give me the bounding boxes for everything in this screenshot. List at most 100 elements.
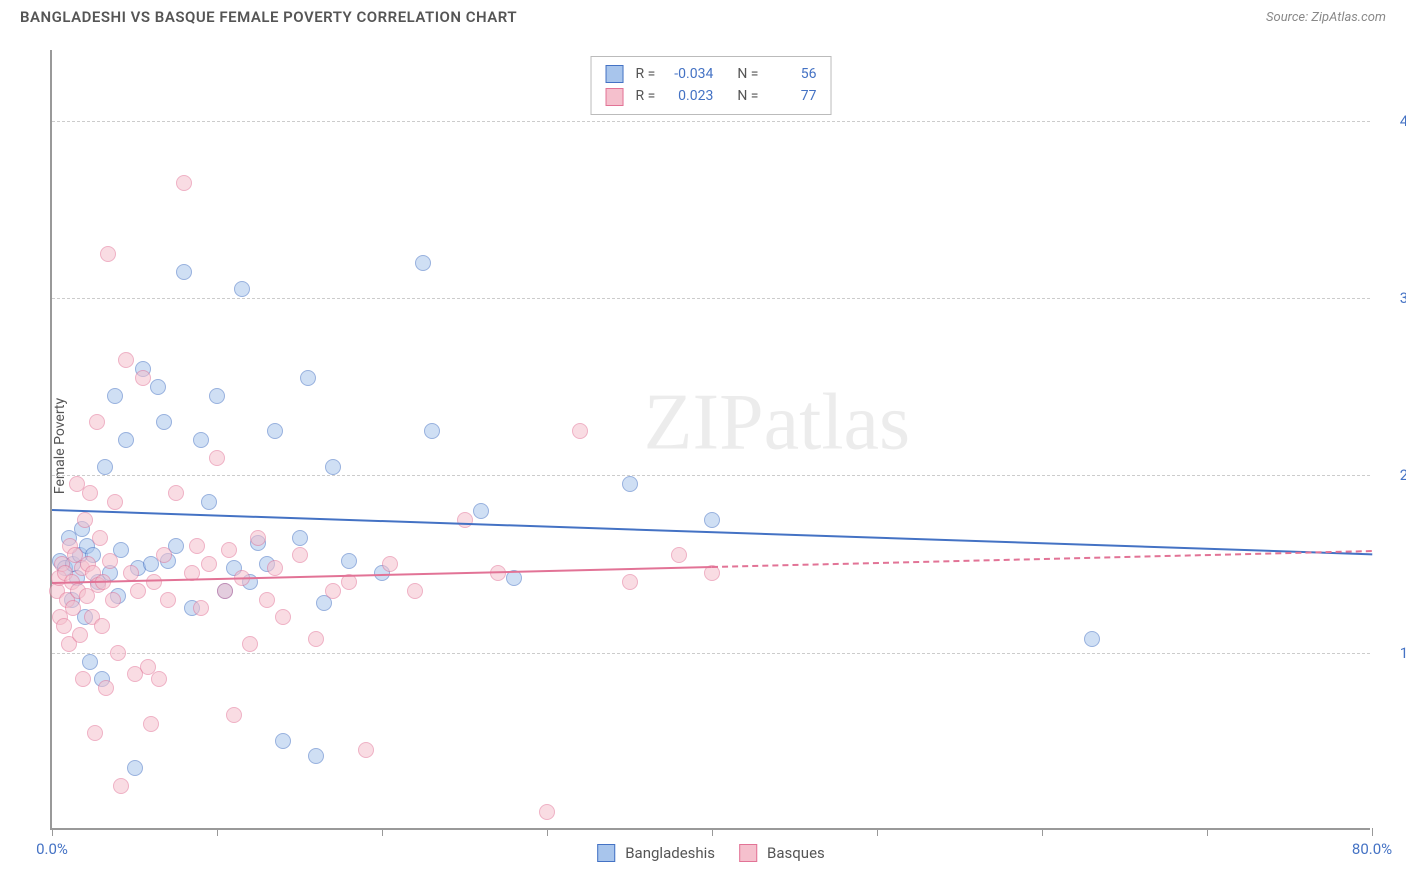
legend-item: Basques <box>739 844 825 862</box>
stat-value: 77 <box>766 85 816 107</box>
scatter-point <box>89 414 105 430</box>
gridline <box>52 653 1370 654</box>
stats-legend-box: R = -0.034 N = 56 R = 0.023 N = 77 <box>591 56 832 115</box>
x-tick <box>712 828 713 836</box>
scatter-point <box>415 255 431 271</box>
y-tick-label: 40.0% <box>1380 112 1406 130</box>
scatter-point <box>135 370 151 386</box>
scatter-point <box>308 748 324 764</box>
scatter-point <box>221 542 237 558</box>
scatter-point <box>98 680 114 696</box>
scatter-point <box>118 432 134 448</box>
scatter-point <box>87 725 103 741</box>
chart-title: BANGLADESHI VS BASQUE FEMALE POVERTY COR… <box>20 8 517 26</box>
trend-line <box>712 550 1372 568</box>
scatter-point <box>234 281 250 297</box>
legend-label: Basques <box>767 844 825 862</box>
scatter-point <box>150 379 166 395</box>
scatter-point <box>92 530 108 546</box>
x-tick <box>1042 828 1043 836</box>
scatter-point <box>382 556 398 572</box>
swatch-icon <box>739 844 757 862</box>
scatter-point <box>143 716 159 732</box>
x-tick-label: 80.0% <box>1352 840 1392 858</box>
stats-row: R = -0.034 N = 56 <box>606 63 817 85</box>
scatter-point <box>156 414 172 430</box>
scatter-point <box>539 804 555 820</box>
legend-item: Bangladeshis <box>597 844 715 862</box>
stat-label: R = <box>636 85 656 107</box>
scatter-point <box>193 432 209 448</box>
scatter-point <box>209 450 225 466</box>
swatch-icon <box>597 844 615 862</box>
scatter-point <box>107 494 123 510</box>
legend: Bangladeshis Basques <box>597 844 825 862</box>
scatter-point <box>127 760 143 776</box>
stats-row: R = 0.023 N = 77 <box>606 85 817 107</box>
x-tick <box>217 828 218 836</box>
scatter-point <box>242 636 258 652</box>
scatter-point <box>308 631 324 647</box>
gridline <box>52 298 1370 299</box>
scatter-point <box>176 175 192 191</box>
scatter-point <box>123 565 139 581</box>
scatter-point <box>130 583 146 599</box>
scatter-point <box>1084 631 1100 647</box>
scatter-point <box>113 778 129 794</box>
scatter-point <box>82 485 98 501</box>
scatter-point <box>671 547 687 563</box>
stat-value: 0.023 <box>663 85 713 107</box>
scatter-point <box>102 553 118 569</box>
gridline <box>52 475 1370 476</box>
scatter-point <box>473 503 489 519</box>
scatter-point <box>300 370 316 386</box>
scatter-point <box>275 733 291 749</box>
stat-value: 56 <box>766 63 816 85</box>
y-tick-label: 10.0% <box>1380 644 1406 662</box>
scatter-point <box>168 485 184 501</box>
scatter-point <box>72 627 88 643</box>
scatter-point <box>156 547 172 563</box>
stat-label: N = <box>737 85 758 107</box>
header: BANGLADESHI VS BASQUE FEMALE POVERTY COR… <box>0 0 1406 30</box>
x-tick <box>382 828 383 836</box>
x-tick <box>1372 828 1373 836</box>
stat-label: N = <box>737 63 758 85</box>
scatter-point <box>118 352 134 368</box>
scatter-point <box>424 423 440 439</box>
scatter-point <box>97 459 113 475</box>
scatter-point <box>65 600 81 616</box>
scatter-point <box>56 618 72 634</box>
swatch-icon <box>606 65 624 83</box>
scatter-point <box>105 592 121 608</box>
scatter-point <box>622 476 638 492</box>
scatter-point <box>250 530 266 546</box>
source-label: Source: ZipAtlas.com <box>1266 10 1386 25</box>
scatter-point <box>193 600 209 616</box>
scatter-point <box>176 264 192 280</box>
scatter-point <box>146 574 162 590</box>
x-tick <box>52 828 53 836</box>
legend-label: Bangladeshis <box>625 844 715 862</box>
y-tick-label: 20.0% <box>1380 466 1406 484</box>
scatter-point <box>457 512 473 528</box>
scatter-point <box>82 654 98 670</box>
scatter-point <box>292 547 308 563</box>
scatter-point <box>358 742 374 758</box>
scatter-point <box>110 645 126 661</box>
scatter-point <box>75 671 91 687</box>
scatter-point <box>267 423 283 439</box>
x-tick <box>547 828 548 836</box>
scatter-point <box>341 553 357 569</box>
scatter-point <box>704 512 720 528</box>
scatter-point <box>407 583 423 599</box>
stat-value: -0.034 <box>663 63 713 85</box>
scatter-point <box>325 583 341 599</box>
scatter-point <box>201 556 217 572</box>
scatter-point <box>292 530 308 546</box>
scatter-point <box>209 388 225 404</box>
scatter-point <box>107 388 123 404</box>
watermark: ZIPatlas <box>644 378 911 469</box>
scatter-point <box>572 423 588 439</box>
x-tick <box>1207 828 1208 836</box>
